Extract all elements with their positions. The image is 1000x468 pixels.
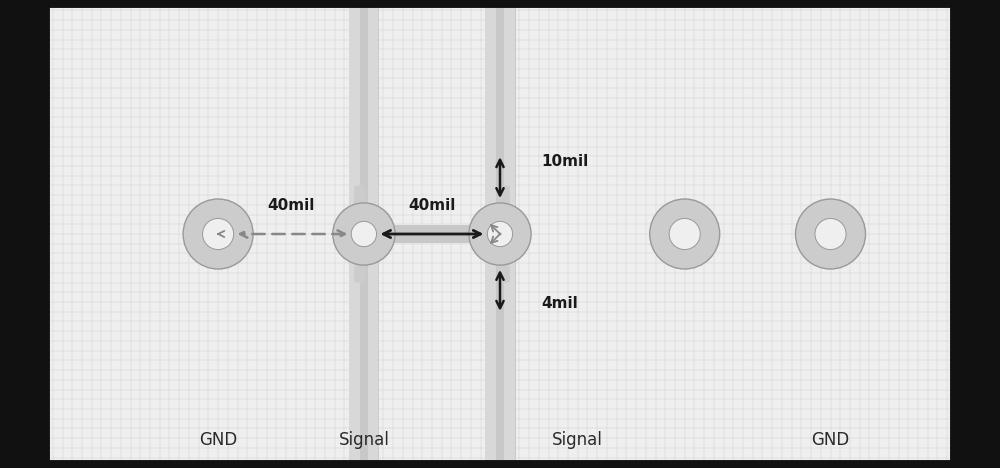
Bar xyxy=(368,0,378,468)
Circle shape xyxy=(469,203,531,265)
Polygon shape xyxy=(364,225,500,243)
Bar xyxy=(485,0,515,468)
Circle shape xyxy=(669,219,700,249)
Bar xyxy=(504,0,515,468)
Polygon shape xyxy=(354,185,374,235)
Circle shape xyxy=(351,221,377,247)
Bar xyxy=(360,0,368,468)
Circle shape xyxy=(487,221,513,247)
Circle shape xyxy=(183,199,253,269)
Circle shape xyxy=(796,199,866,269)
Text: 10mil: 10mil xyxy=(541,154,588,168)
Circle shape xyxy=(203,219,234,249)
Text: 40mil: 40mil xyxy=(408,197,456,212)
Text: GND: GND xyxy=(811,431,850,449)
Text: Signal: Signal xyxy=(552,431,603,449)
Bar xyxy=(496,0,504,468)
Bar xyxy=(485,0,496,468)
Polygon shape xyxy=(490,185,510,235)
Polygon shape xyxy=(354,233,374,283)
Text: GND: GND xyxy=(199,431,237,449)
Polygon shape xyxy=(490,233,510,283)
Text: 4mil: 4mil xyxy=(541,297,578,312)
Circle shape xyxy=(333,203,395,265)
Bar xyxy=(349,0,360,468)
Circle shape xyxy=(815,219,846,249)
Circle shape xyxy=(650,199,720,269)
Bar xyxy=(349,0,378,468)
Text: 40mil: 40mil xyxy=(267,197,315,212)
Text: Signal: Signal xyxy=(338,431,389,449)
